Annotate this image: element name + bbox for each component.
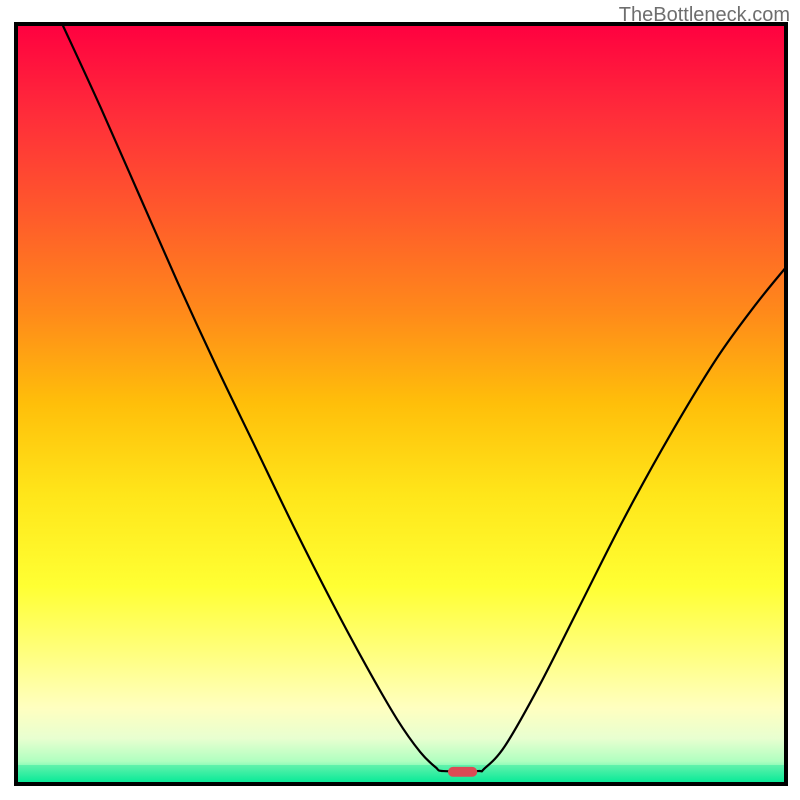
gradient-background: [16, 24, 786, 784]
plot-area: [16, 24, 786, 784]
attribution-label: TheBottleneck.com: [619, 4, 790, 27]
green-band: [16, 765, 786, 784]
bottleneck-chart: TheBottleneck.com: [0, 0, 800, 800]
chart-svg: [0, 0, 800, 800]
optimum-marker: [448, 767, 477, 777]
